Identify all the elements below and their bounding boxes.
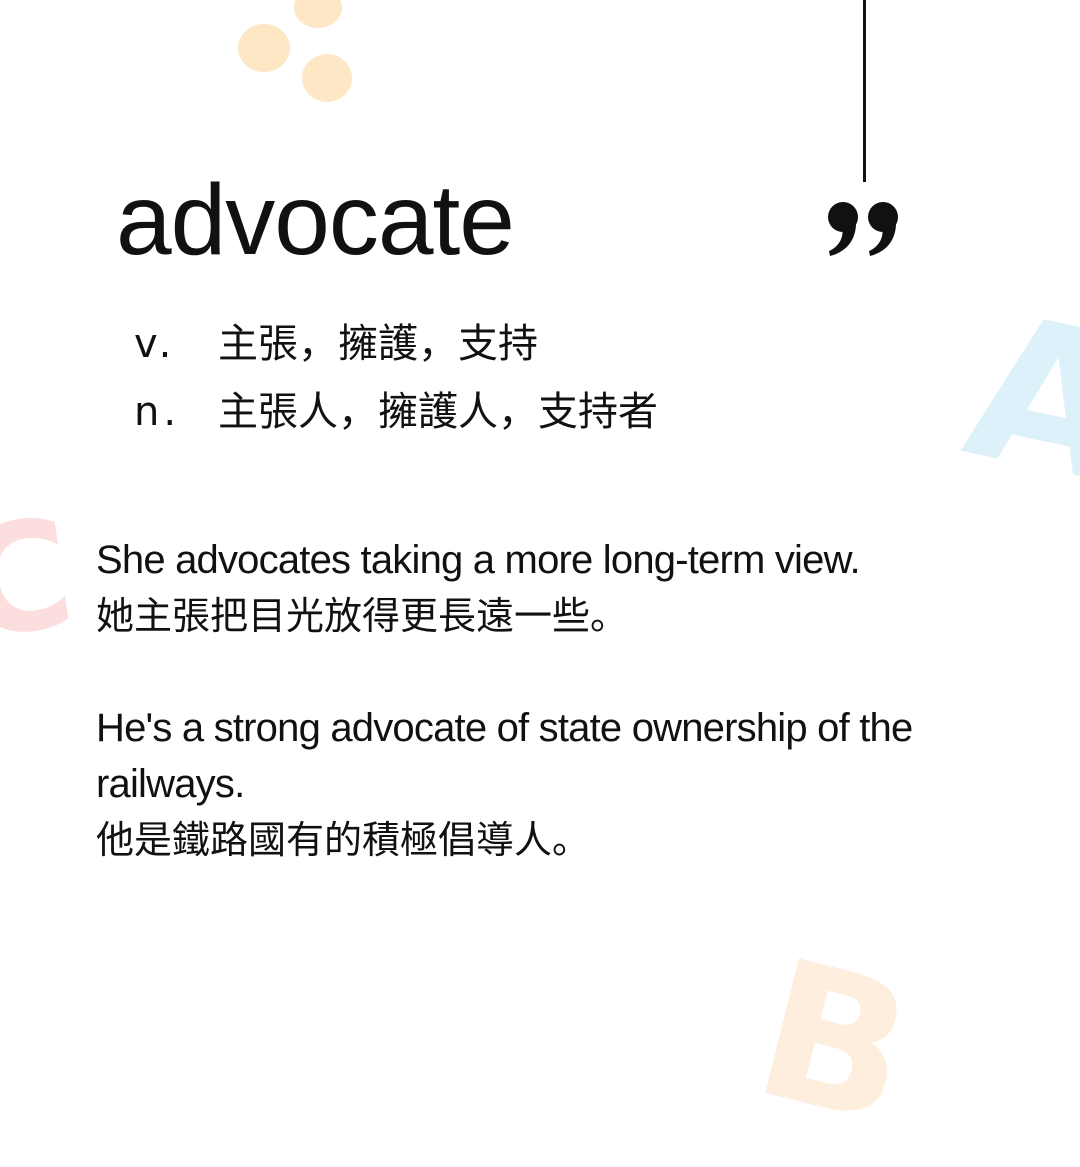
definition-list: v. 主張，擁護，支持 n. 主張人，擁護人，支持者: [134, 310, 658, 446]
example-item: He's a strong advocate of state ownershi…: [96, 700, 1036, 868]
definition-row: v. 主張，擁護，支持: [134, 310, 658, 378]
decorative-letter-c: C: [0, 486, 84, 674]
example-chinese: 她主張把目光放得更長遠一些。: [96, 594, 629, 638]
example-english: She advocates taking a more long-term vi…: [96, 538, 861, 582]
definition-row: n. 主張人，擁護人，支持者: [134, 378, 658, 446]
decorative-letter-a: A: [949, 269, 1080, 530]
closing-quote-icon: [828, 202, 898, 256]
definition-meaning: 主張，擁護，支持: [218, 321, 538, 367]
decorative-letter-b: B: [737, 917, 932, 1167]
headword: advocate: [116, 164, 515, 276]
decorative-dot: [294, 0, 342, 28]
example-english: He's a strong advocate of state ownershi…: [96, 706, 913, 806]
example-chinese: 他是鐵路國有的積極倡導人。: [96, 818, 591, 862]
example-item: She advocates taking a more long-term vi…: [96, 532, 1036, 644]
decorative-dot: [238, 24, 290, 72]
example-list: She advocates taking a more long-term vi…: [96, 532, 1036, 924]
part-of-speech: n.: [134, 389, 181, 435]
part-of-speech: v.: [134, 321, 176, 367]
vertical-line: [863, 0, 866, 182]
decorative-dot: [302, 54, 352, 102]
definition-meaning: 主張人，擁護人，支持者: [218, 389, 658, 435]
